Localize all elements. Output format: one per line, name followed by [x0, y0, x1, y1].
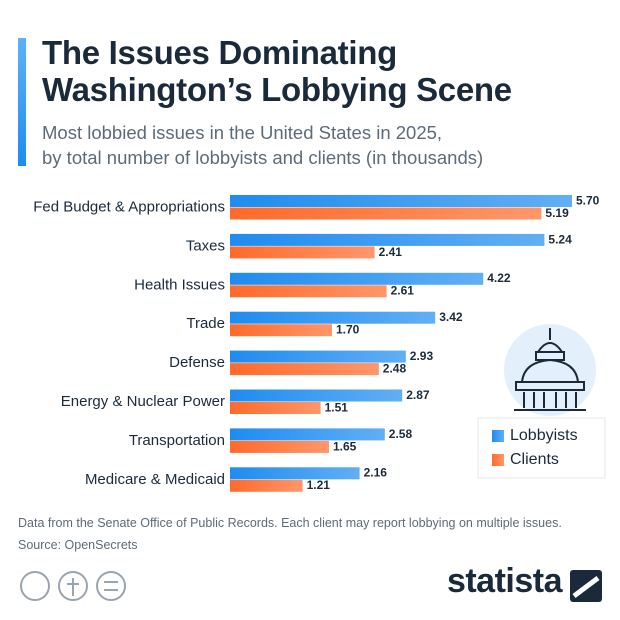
category-label: Medicare & Medicaid — [85, 471, 225, 488]
bar — [230, 207, 542, 220]
value-label: 2.93 — [410, 349, 434, 363]
bar — [230, 467, 360, 480]
category-label: Transportation — [129, 432, 225, 449]
value-label: 2.58 — [389, 427, 413, 441]
value-label: 1.51 — [325, 400, 349, 414]
source: Source: OpenSecrets — [18, 538, 138, 552]
legend-box — [477, 417, 606, 479]
bar — [230, 233, 545, 246]
bar — [230, 350, 406, 363]
category-label: Energy & Nuclear Power — [61, 393, 225, 410]
bar — [230, 479, 303, 492]
cc-icons — [20, 571, 126, 601]
note: Data from the Senate Office of Public Re… — [18, 516, 562, 530]
legend-label: Clients — [510, 451, 559, 468]
value-label: 2.87 — [406, 388, 430, 402]
bar — [230, 402, 321, 414]
bar — [230, 246, 375, 259]
category-label: Defense — [169, 354, 225, 371]
legend-swatch — [492, 430, 504, 442]
bar — [230, 195, 572, 207]
value-label: 5.70 — [576, 193, 600, 207]
accent-bar — [18, 38, 26, 166]
legend-swatch — [492, 454, 504, 466]
bar — [230, 285, 387, 298]
category-label: Fed Budget & Appropriations — [33, 198, 225, 215]
category-label: Trade — [186, 315, 225, 332]
logo-mark — [570, 570, 602, 602]
value-label: 5.24 — [548, 232, 572, 246]
value-label: 4.22 — [487, 271, 511, 285]
value-label: 5.19 — [545, 206, 569, 220]
bar — [230, 389, 403, 402]
capitol-icon — [504, 324, 596, 416]
bar — [230, 311, 436, 324]
value-label: 2.41 — [379, 245, 403, 259]
value-label: 1.70 — [336, 323, 360, 337]
legend-label: Lobbyists — [510, 427, 578, 444]
title: The Issues Dominating Washington’s Lobby… — [42, 34, 512, 108]
bar — [230, 272, 484, 285]
subtitle: Most lobbied issues in the United States… — [42, 122, 484, 168]
value-label: 2.61 — [391, 284, 415, 298]
value-label: 1.21 — [307, 478, 331, 492]
value-label: 3.42 — [439, 310, 463, 324]
category-label: Taxes — [186, 237, 225, 254]
bar — [230, 440, 329, 453]
logo: statista — [446, 562, 563, 600]
value-label: 1.65 — [333, 439, 357, 453]
category-label: Health Issues — [134, 276, 225, 293]
bar — [230, 324, 332, 337]
value-label: 2.48 — [383, 362, 407, 376]
bar — [230, 363, 379, 376]
value-label: 2.16 — [364, 466, 388, 480]
bar — [230, 428, 385, 441]
